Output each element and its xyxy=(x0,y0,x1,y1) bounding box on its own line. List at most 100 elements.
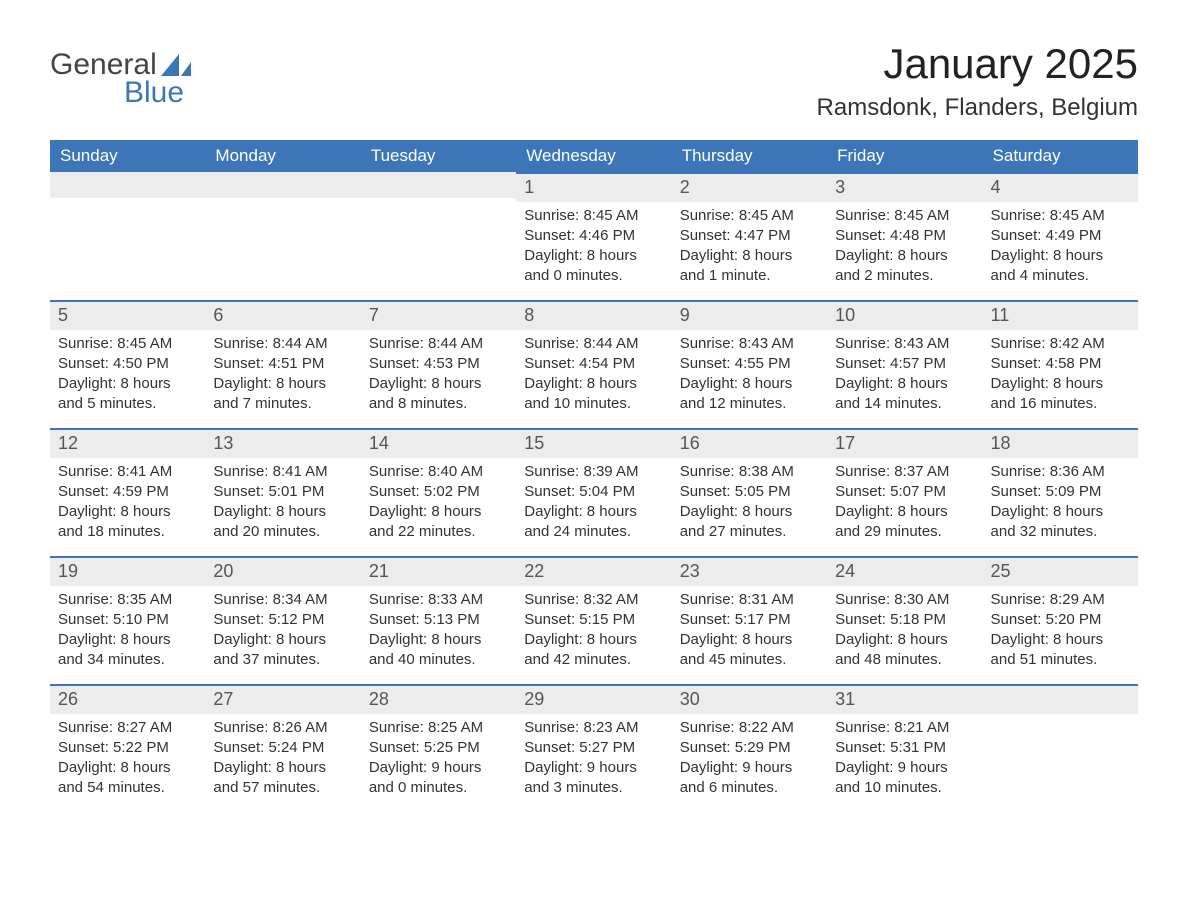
daylight-line-1: Daylight: 8 hours xyxy=(524,630,663,650)
sunset-line: Sunset: 5:31 PM xyxy=(835,738,974,758)
sunrise-line: Sunrise: 8:21 AM xyxy=(835,718,974,738)
sunrise-line: Sunrise: 8:44 AM xyxy=(524,334,663,354)
calendar-head: SundayMondayTuesdayWednesdayThursdayFrid… xyxy=(50,140,1138,172)
daylight-line-2: and 20 minutes. xyxy=(213,522,352,542)
sunrise-line: Sunrise: 8:45 AM xyxy=(991,206,1130,226)
calendar-cell: 12Sunrise: 8:41 AMSunset: 4:59 PMDayligh… xyxy=(50,428,205,556)
day-number: 5 xyxy=(50,300,205,330)
sunrise-line: Sunrise: 8:40 AM xyxy=(369,462,508,482)
calendar-cell: 10Sunrise: 8:43 AMSunset: 4:57 PMDayligh… xyxy=(827,300,982,428)
day-number: 20 xyxy=(205,556,360,586)
calendar-cell: 6Sunrise: 8:44 AMSunset: 4:51 PMDaylight… xyxy=(205,300,360,428)
daylight-line-1: Daylight: 8 hours xyxy=(680,630,819,650)
daylight-line-2: and 7 minutes. xyxy=(213,394,352,414)
sunrise-line: Sunrise: 8:34 AM xyxy=(213,590,352,610)
sunset-line: Sunset: 5:04 PM xyxy=(524,482,663,502)
daylight-line-2: and 42 minutes. xyxy=(524,650,663,670)
day-number: 3 xyxy=(827,172,982,202)
daylight-line-2: and 10 minutes. xyxy=(835,778,974,798)
daylight-line-1: Daylight: 8 hours xyxy=(58,502,197,522)
day-details: Sunrise: 8:44 AMSunset: 4:54 PMDaylight:… xyxy=(516,330,671,423)
weekday-header: Sunday xyxy=(50,140,205,172)
day-details: Sunrise: 8:27 AMSunset: 5:22 PMDaylight:… xyxy=(50,714,205,807)
day-details: Sunrise: 8:37 AMSunset: 5:07 PMDaylight:… xyxy=(827,458,982,551)
sunrise-line: Sunrise: 8:36 AM xyxy=(991,462,1130,482)
day-number: 17 xyxy=(827,428,982,458)
sunset-line: Sunset: 5:25 PM xyxy=(369,738,508,758)
weekday-header: Friday xyxy=(827,140,982,172)
sunset-line: Sunset: 4:55 PM xyxy=(680,354,819,374)
sunset-line: Sunset: 5:13 PM xyxy=(369,610,508,630)
empty-day-bar xyxy=(205,172,360,198)
daylight-line-1: Daylight: 8 hours xyxy=(835,502,974,522)
day-number: 2 xyxy=(672,172,827,202)
day-number: 31 xyxy=(827,684,982,714)
calendar-cell xyxy=(983,684,1138,812)
sunrise-line: Sunrise: 8:22 AM xyxy=(680,718,819,738)
calendar-cell: 14Sunrise: 8:40 AMSunset: 5:02 PMDayligh… xyxy=(361,428,516,556)
daylight-line-1: Daylight: 8 hours xyxy=(680,374,819,394)
calendar-cell: 28Sunrise: 8:25 AMSunset: 5:25 PMDayligh… xyxy=(361,684,516,812)
sunset-line: Sunset: 4:47 PM xyxy=(680,226,819,246)
day-details: Sunrise: 8:22 AMSunset: 5:29 PMDaylight:… xyxy=(672,714,827,807)
daylight-line-2: and 0 minutes. xyxy=(524,266,663,286)
daylight-line-2: and 8 minutes. xyxy=(369,394,508,414)
day-number: 11 xyxy=(983,300,1138,330)
sunrise-line: Sunrise: 8:43 AM xyxy=(835,334,974,354)
daylight-line-1: Daylight: 9 hours xyxy=(680,758,819,778)
daylight-line-2: and 54 minutes. xyxy=(58,778,197,798)
empty-day-bar xyxy=(361,172,516,198)
calendar-cell: 20Sunrise: 8:34 AMSunset: 5:12 PMDayligh… xyxy=(205,556,360,684)
sunset-line: Sunset: 5:27 PM xyxy=(524,738,663,758)
calendar-cell: 24Sunrise: 8:30 AMSunset: 5:18 PMDayligh… xyxy=(827,556,982,684)
sunset-line: Sunset: 5:05 PM xyxy=(680,482,819,502)
daylight-line-2: and 16 minutes. xyxy=(991,394,1130,414)
daylight-line-2: and 22 minutes. xyxy=(369,522,508,542)
day-details: Sunrise: 8:40 AMSunset: 5:02 PMDaylight:… xyxy=(361,458,516,551)
daylight-line-1: Daylight: 8 hours xyxy=(213,502,352,522)
day-details: Sunrise: 8:25 AMSunset: 5:25 PMDaylight:… xyxy=(361,714,516,807)
daylight-line-1: Daylight: 9 hours xyxy=(369,758,508,778)
sunrise-line: Sunrise: 8:23 AM xyxy=(524,718,663,738)
weekday-header: Tuesday xyxy=(361,140,516,172)
daylight-line-1: Daylight: 8 hours xyxy=(58,630,197,650)
logo: General Blue xyxy=(50,48,191,110)
daylight-line-1: Daylight: 8 hours xyxy=(524,374,663,394)
daylight-line-2: and 10 minutes. xyxy=(524,394,663,414)
sunrise-line: Sunrise: 8:37 AM xyxy=(835,462,974,482)
day-details: Sunrise: 8:23 AMSunset: 5:27 PMDaylight:… xyxy=(516,714,671,807)
sunset-line: Sunset: 4:53 PM xyxy=(369,354,508,374)
daylight-line-1: Daylight: 8 hours xyxy=(524,246,663,266)
daylight-line-1: Daylight: 8 hours xyxy=(58,374,197,394)
day-details: Sunrise: 8:44 AMSunset: 4:53 PMDaylight:… xyxy=(361,330,516,423)
day-number: 4 xyxy=(983,172,1138,202)
day-number: 24 xyxy=(827,556,982,586)
day-number: 23 xyxy=(672,556,827,586)
day-number: 27 xyxy=(205,684,360,714)
daylight-line-1: Daylight: 8 hours xyxy=(213,630,352,650)
daylight-line-1: Daylight: 8 hours xyxy=(680,502,819,522)
daylight-line-2: and 18 minutes. xyxy=(58,522,197,542)
daylight-line-2: and 40 minutes. xyxy=(369,650,508,670)
sunrise-line: Sunrise: 8:26 AM xyxy=(213,718,352,738)
day-number: 28 xyxy=(361,684,516,714)
day-details: Sunrise: 8:43 AMSunset: 4:55 PMDaylight:… xyxy=(672,330,827,423)
calendar-cell: 3Sunrise: 8:45 AMSunset: 4:48 PMDaylight… xyxy=(827,172,982,300)
day-details: Sunrise: 8:29 AMSunset: 5:20 PMDaylight:… xyxy=(983,586,1138,679)
calendar-table: SundayMondayTuesdayWednesdayThursdayFrid… xyxy=(50,140,1138,812)
empty-day-bar xyxy=(50,172,205,198)
calendar-week: 1Sunrise: 8:45 AMSunset: 4:46 PMDaylight… xyxy=(50,172,1138,300)
day-details: Sunrise: 8:36 AMSunset: 5:09 PMDaylight:… xyxy=(983,458,1138,551)
calendar-cell: 8Sunrise: 8:44 AMSunset: 4:54 PMDaylight… xyxy=(516,300,671,428)
day-number: 26 xyxy=(50,684,205,714)
calendar-cell: 23Sunrise: 8:31 AMSunset: 5:17 PMDayligh… xyxy=(672,556,827,684)
day-details: Sunrise: 8:45 AMSunset: 4:46 PMDaylight:… xyxy=(516,202,671,295)
header: General Blue January 2025 Ramsdonk, Flan… xyxy=(50,40,1138,122)
daylight-line-1: Daylight: 8 hours xyxy=(835,246,974,266)
calendar-cell: 30Sunrise: 8:22 AMSunset: 5:29 PMDayligh… xyxy=(672,684,827,812)
sunrise-line: Sunrise: 8:45 AM xyxy=(680,206,819,226)
sunrise-line: Sunrise: 8:35 AM xyxy=(58,590,197,610)
calendar-cell xyxy=(361,172,516,300)
daylight-line-1: Daylight: 8 hours xyxy=(369,630,508,650)
day-details: Sunrise: 8:43 AMSunset: 4:57 PMDaylight:… xyxy=(827,330,982,423)
